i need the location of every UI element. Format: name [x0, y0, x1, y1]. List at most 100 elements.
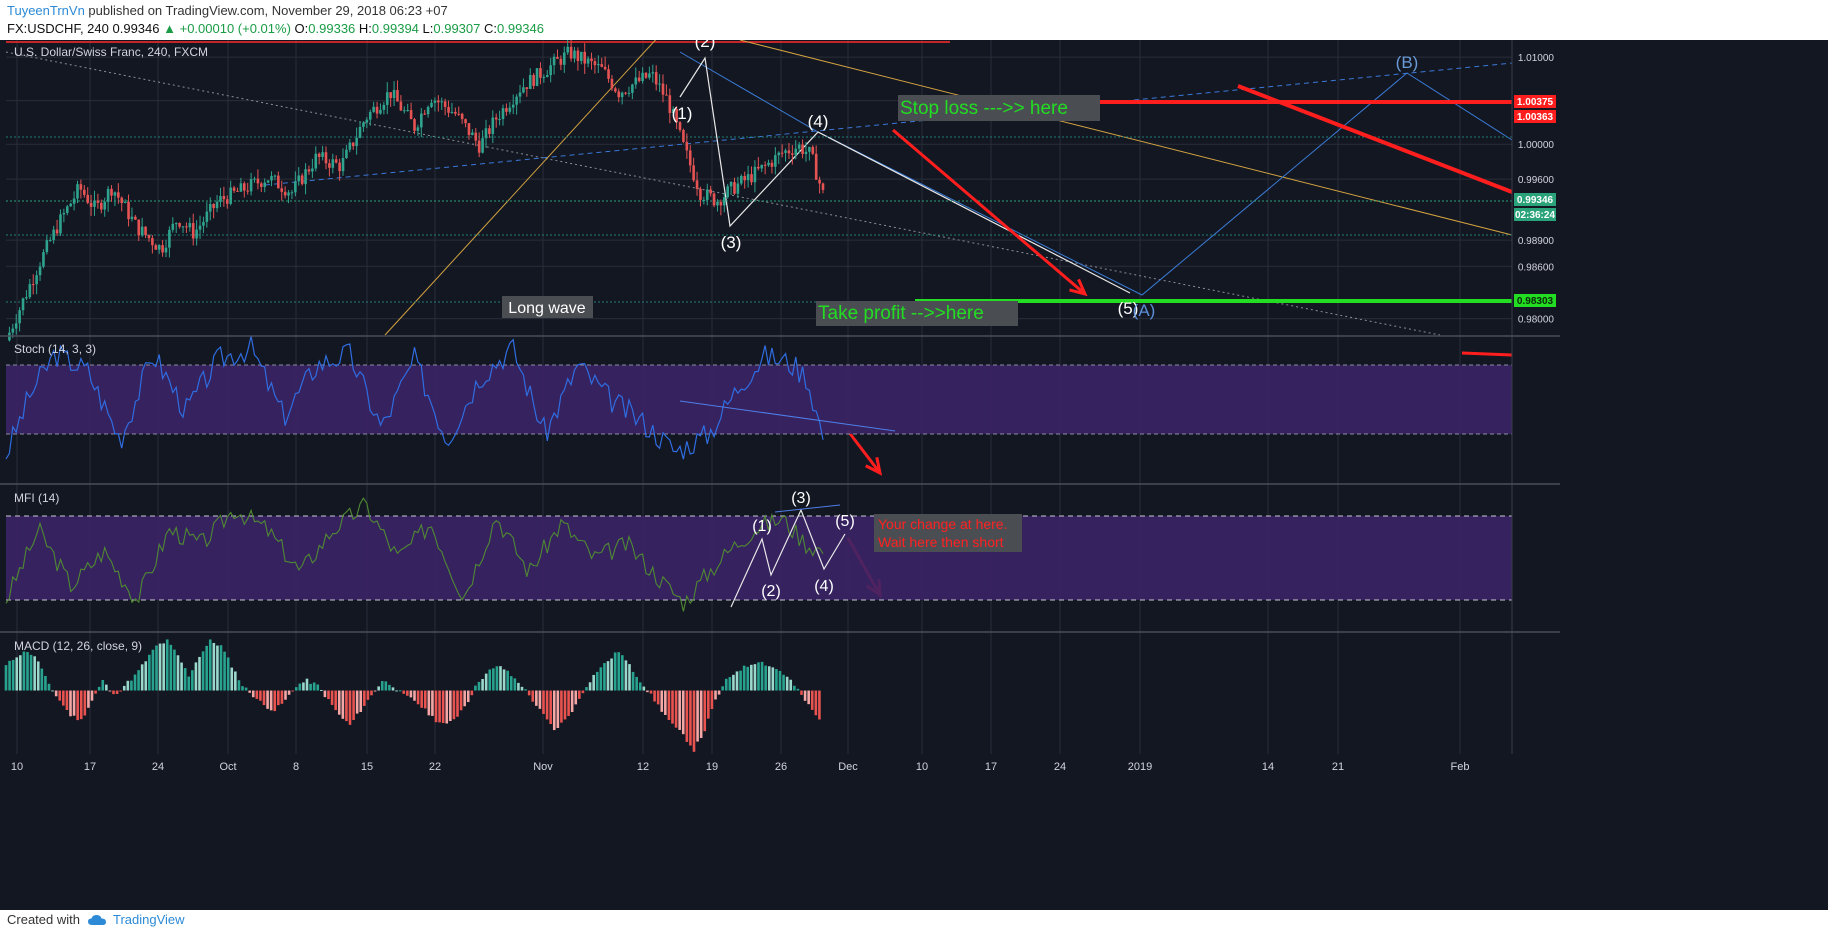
macd-bar[interactable]: [549, 690, 552, 725]
candle-body[interactable]: [525, 87, 529, 89]
candle-body[interactable]: [137, 219, 141, 236]
candle-body[interactable]: [351, 142, 355, 147]
macd-bar[interactable]: [581, 690, 585, 694]
candle-body[interactable]: [287, 192, 290, 196]
stoch-pane[interactable]: 100.000080.000060.000040.000020.00000.00…: [5, 335, 1554, 487]
candle-body[interactable]: [794, 148, 798, 155]
macd-bar[interactable]: [259, 690, 262, 701]
macd-bar[interactable]: [58, 690, 62, 701]
macd-bar[interactable]: [452, 690, 456, 720]
macd-bar[interactable]: [545, 690, 549, 720]
macd-bar[interactable]: [398, 690, 402, 692]
stoch-line[interactable]: [5, 335, 824, 460]
macd-bar[interactable]: [205, 645, 208, 691]
macd-bar[interactable]: [588, 682, 592, 691]
macd-bar[interactable]: [140, 664, 144, 691]
macd-bar[interactable]: [638, 682, 642, 691]
macd-bar[interactable]: [341, 690, 345, 719]
macd-bar[interactable]: [427, 690, 431, 716]
candle-body[interactable]: [72, 198, 76, 204]
macd-bar[interactable]: [90, 690, 94, 701]
candle-body[interactable]: [406, 110, 409, 112]
macd-bar[interactable]: [191, 670, 194, 691]
candle-body[interactable]: [110, 188, 113, 196]
macd-bar[interactable]: [685, 690, 689, 742]
macd-bar[interactable]: [280, 690, 284, 704]
candle-body[interactable]: [651, 72, 655, 74]
candle-body[interactable]: [229, 187, 232, 204]
candle-body[interactable]: [96, 200, 100, 203]
candle-body[interactable]: [130, 216, 134, 220]
macd-bar[interactable]: [520, 686, 524, 691]
candle-body[interactable]: [21, 298, 25, 311]
macd-bar[interactable]: [216, 645, 219, 691]
macd-bar[interactable]: [814, 690, 818, 716]
macd-bar[interactable]: [230, 667, 234, 691]
macd-bar[interactable]: [97, 686, 101, 691]
macd-bar[interactable]: [40, 668, 44, 691]
macd-bar[interactable]: [380, 681, 384, 691]
candle-body[interactable]: [760, 164, 764, 169]
macd-bar[interactable]: [248, 690, 251, 693]
candle-body[interactable]: [620, 92, 624, 98]
macd-bar[interactable]: [707, 690, 710, 719]
candle-body[interactable]: [307, 169, 311, 172]
macd-bar[interactable]: [810, 690, 814, 710]
candle-body[interactable]: [498, 119, 501, 121]
macd-bar[interactable]: [477, 681, 481, 691]
candle-body[interactable]: [212, 203, 215, 209]
macd-bar[interactable]: [696, 690, 699, 742]
macd-bar[interactable]: [51, 690, 54, 692]
macd-bar[interactable]: [563, 690, 567, 720]
candle-body[interactable]: [355, 137, 358, 147]
candle-body[interactable]: [675, 109, 678, 123]
macd-bar[interactable]: [552, 690, 556, 731]
macd-bar[interactable]: [728, 677, 732, 691]
candle-body[interactable]: [539, 68, 542, 78]
candle-body[interactable]: [614, 88, 617, 92]
macd-bar[interactable]: [137, 670, 140, 691]
candle-body[interactable]: [454, 111, 457, 114]
macd-bar[interactable]: [742, 665, 746, 691]
macd-bar[interactable]: [69, 690, 72, 717]
macd-bar[interactable]: [760, 661, 764, 691]
macd-bar[interactable]: [148, 654, 151, 691]
macd-bar[interactable]: [126, 680, 130, 691]
macd-bar[interactable]: [732, 674, 735, 691]
macd-bar[interactable]: [355, 690, 359, 714]
candle-body[interactable]: [205, 211, 209, 222]
candle-body[interactable]: [317, 153, 321, 157]
candle-body[interactable]: [171, 223, 175, 230]
macd-bar[interactable]: [223, 651, 226, 691]
candle-body[interactable]: [79, 184, 83, 190]
macd-bar[interactable]: [162, 643, 165, 691]
candle-body[interactable]: [55, 229, 59, 234]
candle-body[interactable]: [420, 113, 423, 128]
candle-body[interactable]: [45, 240, 49, 253]
candle-body[interactable]: [198, 225, 202, 230]
macd-bar[interactable]: [631, 671, 635, 691]
candle-body[interactable]: [65, 206, 69, 213]
candle-body[interactable]: [597, 64, 600, 66]
candle-body[interactable]: [345, 149, 348, 159]
candle-body[interactable]: [440, 101, 444, 103]
macd-bar[interactable]: [144, 661, 148, 691]
macd-bar[interactable]: [807, 690, 810, 705]
macd-bar[interactable]: [556, 690, 560, 728]
candle-body[interactable]: [402, 110, 406, 112]
macd-bar[interactable]: [570, 690, 574, 713]
candle-body[interactable]: [100, 202, 103, 210]
candle-body[interactable]: [232, 187, 236, 191]
candle-body[interactable]: [610, 78, 614, 89]
candle-body[interactable]: [266, 180, 270, 183]
macd-bar[interactable]: [746, 666, 750, 691]
candle-body[interactable]: [692, 165, 695, 181]
macd-bar[interactable]: [513, 678, 517, 691]
macd-bar[interactable]: [359, 690, 363, 713]
macd-bar[interactable]: [330, 690, 334, 705]
macd-bar[interactable]: [789, 679, 793, 691]
candle-body[interactable]: [477, 140, 481, 153]
candle-body[interactable]: [239, 183, 243, 192]
candle-body[interactable]: [140, 226, 144, 236]
macd-bar[interactable]: [517, 682, 520, 691]
